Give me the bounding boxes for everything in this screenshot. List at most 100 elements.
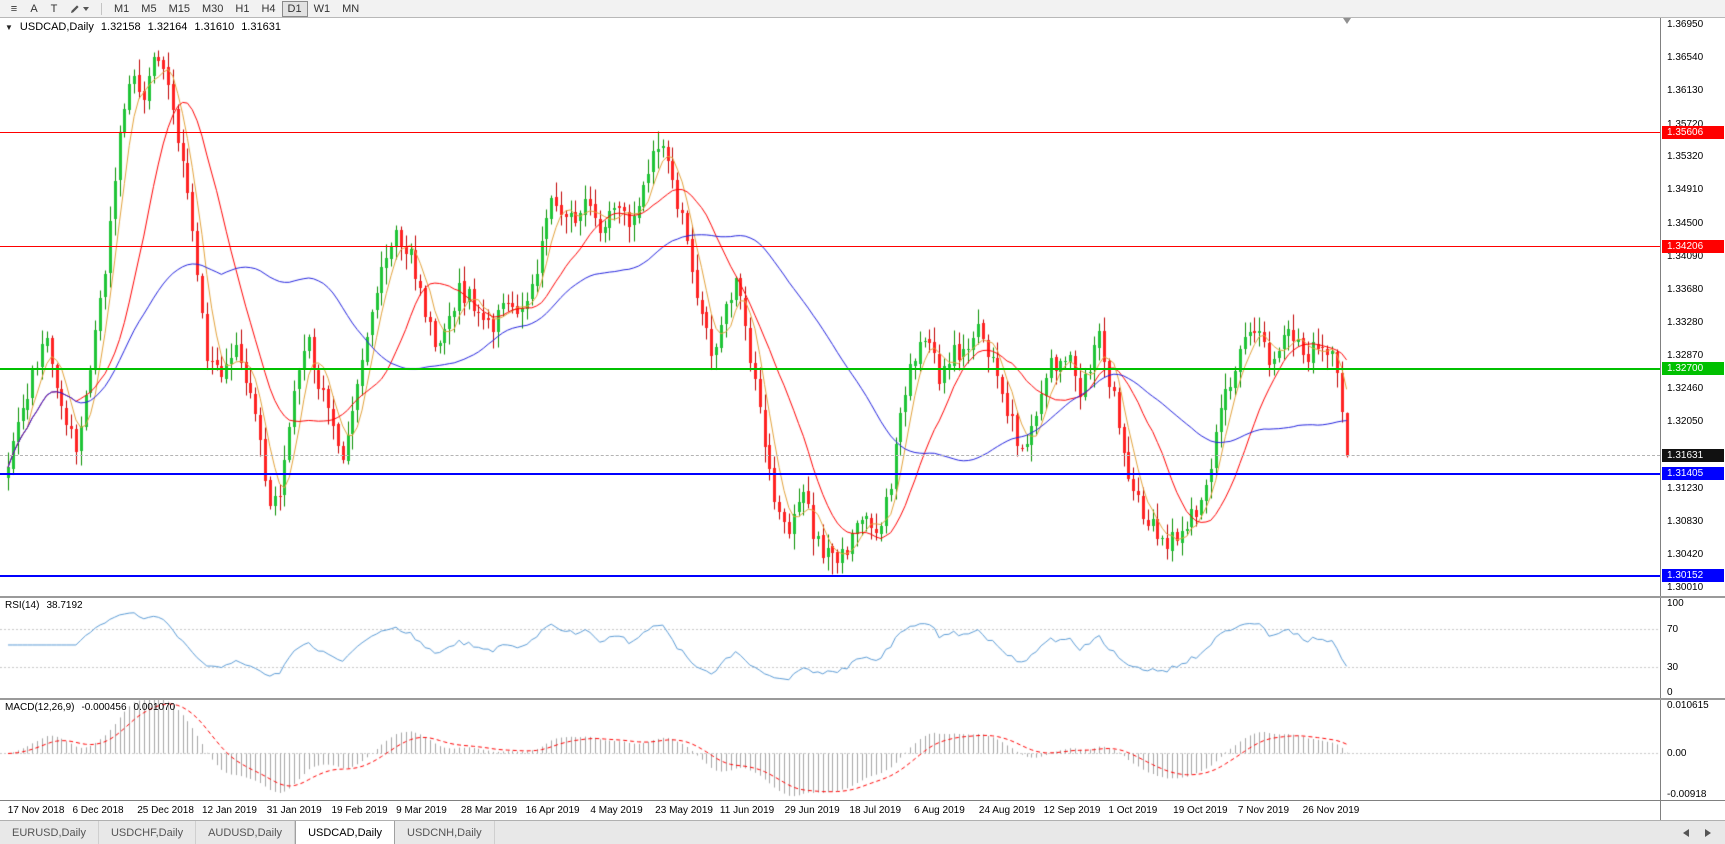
rsi-axis-label: 70 <box>1667 623 1679 635</box>
chart-tab-usdcad[interactable]: USDCAD,Daily <box>295 821 396 844</box>
rsi-header: RSI(14) 38.7192 <box>5 600 83 611</box>
shift-marker-icon[interactable] <box>1342 18 1351 24</box>
date-axis-label: 26 Nov 2019 <box>1302 805 1360 816</box>
price-chart-panel: ▼ USDCAD,Daily 1.32158 1.32164 1.31610 1… <box>0 18 1725 596</box>
draw-tool-button[interactable] <box>64 1 95 17</box>
menu-icon-glyph: ≡ <box>10 2 18 15</box>
price-axis-label: 1.30010 <box>1667 582 1704 594</box>
macd-header: MACD(12,26,9) -0.000456 0.001070 <box>5 702 175 713</box>
pointer-tool-glyph: A <box>30 2 38 15</box>
rsi-axis-label: 30 <box>1667 662 1679 674</box>
timeframe-mn-button[interactable]: MN <box>342 2 360 15</box>
date-axis-label: 16 Apr 2019 <box>525 805 580 816</box>
rsi-panel: RSI(14) 38.7192 100 70 30 0 <box>0 598 1725 698</box>
price-axis-label: 1.34090 <box>1667 250 1704 262</box>
horizontal-level-line[interactable] <box>0 574 1660 577</box>
ohlc-open: 1.32158 <box>100 21 141 33</box>
date-axis-label: 28 Mar 2019 <box>460 805 518 816</box>
price-axis-label: 1.35320 <box>1667 151 1704 162</box>
scroll-tabs-right-button[interactable] <box>1701 826 1715 840</box>
date-axis-label: 18 Jul 2019 <box>849 805 902 816</box>
macd-axis[interactable]: 0.010615 0.00 -0.00918 <box>1660 700 1725 800</box>
macd-axis-label: -0.00918 <box>1667 789 1707 800</box>
date-axis-label: 31 Jan 2019 <box>266 805 322 816</box>
current-price-line <box>0 455 1660 457</box>
price-level-badge: 1.35606 <box>1662 126 1724 140</box>
timeframe-m1-button[interactable]: M1 <box>114 2 130 15</box>
toolbar-separator <box>101 2 102 15</box>
triangle-right-icon <box>1705 828 1711 837</box>
price-level-badge: 1.31405 <box>1662 467 1724 481</box>
price-axis-label: 1.36540 <box>1667 51 1704 63</box>
price-axis-label: 1.32050 <box>1667 416 1704 428</box>
timeframe-m30-button[interactable]: M30 <box>201 2 224 15</box>
collapse-triangle-icon[interactable]: ▼ <box>5 22 13 32</box>
price-level-badge: 1.32700 <box>1662 362 1724 376</box>
rsi-value: 38.7192 <box>46 600 83 611</box>
macd-axis-label: 0.00 <box>1667 748 1687 760</box>
price-axis-label: 1.32870 <box>1667 349 1704 361</box>
pencil-icon <box>71 4 79 13</box>
price-axis-label: 1.30420 <box>1667 548 1704 560</box>
timeframe-d1-button[interactable]: D1 <box>281 0 308 17</box>
price-axis-label: 1.33680 <box>1667 284 1704 296</box>
chart-ohlc-header: ▼ USDCAD,Daily 1.32158 1.32164 1.31610 1… <box>5 21 281 33</box>
horizontal-level-line[interactable] <box>0 132 1660 134</box>
chart-tab-eurusd[interactable]: EURUSD,Daily <box>0 821 99 844</box>
horizontal-level-line[interactable] <box>0 245 1660 247</box>
date-axis-label: 6 Aug 2019 <box>914 805 965 816</box>
price-level-badge: 1.34206 <box>1662 239 1724 253</box>
panel-splitter[interactable] <box>0 698 1725 700</box>
chart-tabs: EURUSD,Daily USDCHF,Daily AUDUSD,Daily USDC… <box>0 821 495 844</box>
time-axis[interactable]: 17 Nov 2018 6 Dec 2018 25 Dec 2018 12 Jan 2… <box>0 800 1725 820</box>
horizontal-level-line[interactable] <box>0 472 1660 475</box>
symbol-label: USDCAD,Daily <box>19 21 94 33</box>
rsi-axis[interactable]: 100 70 30 0 <box>1660 598 1725 698</box>
menu-icon[interactable]: ≡ <box>4 1 24 17</box>
rsi-canvas[interactable] <box>0 598 1660 698</box>
date-axis-label: 29 Jun 2019 <box>784 805 840 816</box>
timeframe-h1-button[interactable]: H1 <box>235 2 250 15</box>
date-axis-label: 7 Nov 2019 <box>1237 805 1290 816</box>
date-axis-label: 24 Aug 2019 <box>978 805 1036 816</box>
macd-canvas[interactable] <box>0 700 1660 800</box>
timeframe-w1-button[interactable]: W1 <box>313 2 331 15</box>
timeframe-m5-button[interactable]: M5 <box>141 2 157 15</box>
macd-plot-area: MACD(12,26,9) -0.000456 0.001070 <box>0 700 1660 800</box>
chart-tab-usdcnh[interactable]: USDCNH,Daily <box>395 821 495 844</box>
ohlc-low: 1.31610 <box>194 21 235 33</box>
date-axis-label: 12 Jan 2019 <box>201 805 257 816</box>
price-axis-label: 1.31230 <box>1667 483 1704 495</box>
price-axis-label: 1.30830 <box>1667 515 1704 527</box>
date-axis-label: 17 Nov 2018 <box>7 805 65 816</box>
rsi-label: RSI(14) <box>5 600 40 611</box>
chart-tab-audusd[interactable]: AUDUSD,Daily <box>196 821 296 844</box>
rsi-axis-label: 0 <box>1667 687 1673 698</box>
text-tool-button[interactable]: T <box>44 1 64 17</box>
date-axis-label: 23 May 2019 <box>655 805 713 816</box>
pointer-tool-button[interactable]: A <box>24 1 44 17</box>
rsi-axis-label: 100 <box>1667 598 1684 609</box>
timeframe-m15-button[interactable]: M15 <box>168 2 190 15</box>
chevron-down-icon <box>83 6 89 11</box>
price-axis-label: 1.36130 <box>1667 85 1704 97</box>
horizontal-level-line[interactable] <box>0 367 1660 370</box>
date-axis-label: 11 Jun 2019 <box>719 805 775 816</box>
price-axis-label: 1.35720 <box>1667 118 1704 130</box>
timeframe-h4-button[interactable]: H4 <box>261 2 276 15</box>
date-axis-label: 1 Oct 2019 <box>1108 805 1158 816</box>
date-axis-label: 19 Oct 2019 <box>1173 805 1228 816</box>
text-tool-glyph: T <box>50 2 58 15</box>
timeframe-group: M1 M5 M15 M30 H1 H4 D1 W1 MN <box>108 0 365 17</box>
scroll-tabs-left-button[interactable] <box>1679 826 1693 840</box>
price-axis-label: 1.34910 <box>1667 184 1704 196</box>
price-chart-canvas[interactable] <box>0 18 1660 596</box>
price-axis[interactable]: 1.36950 1.36540 1.36130 1.35720 1.35320 1.349… <box>1660 18 1725 596</box>
panel-splitter[interactable] <box>0 596 1725 598</box>
macd-signal-value: 0.001070 <box>133 702 176 713</box>
chart-tab-usdchf[interactable]: USDCHF,Daily <box>98 821 197 844</box>
ohlc-close: 1.31631 <box>241 21 281 33</box>
ohlc-high: 1.32164 <box>147 21 188 33</box>
price-axis-label: 1.34500 <box>1667 217 1704 229</box>
